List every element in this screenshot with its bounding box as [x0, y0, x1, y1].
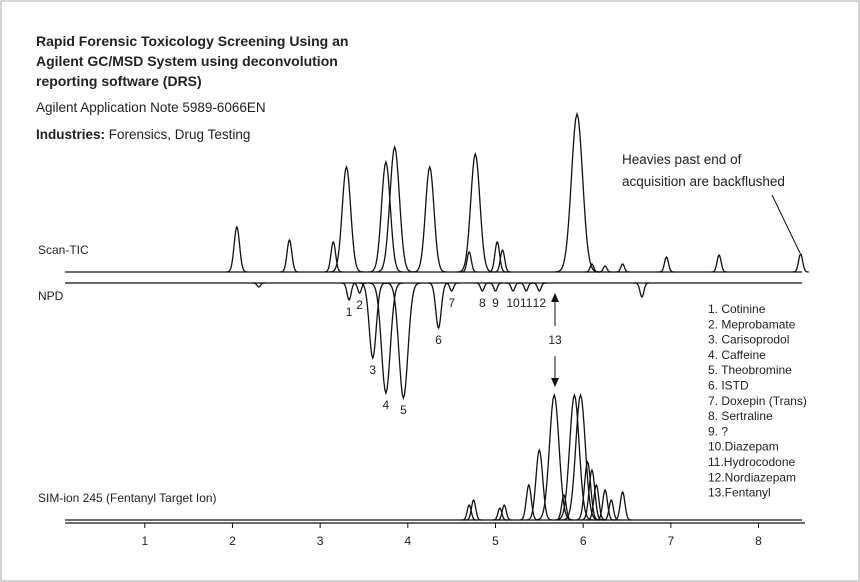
peak: [427, 282, 450, 330]
peak: [710, 254, 728, 273]
peak: [323, 240, 343, 273]
peak: [555, 392, 594, 521]
peak: [532, 282, 547, 292]
peak-label: 8: [479, 296, 486, 310]
x-tick-label: 6: [580, 534, 587, 548]
peak-label: 3: [369, 363, 376, 377]
peak: [634, 282, 650, 298]
peak-label: 10: [506, 296, 520, 310]
peak: [375, 144, 414, 273]
title-line: Agilent GC/MSD System using deconvolutio…: [36, 53, 338, 69]
series-label: Scan-TIC: [38, 243, 89, 257]
peak: [279, 238, 300, 273]
peak: [505, 282, 521, 292]
peak: [412, 164, 447, 273]
peak: [465, 498, 482, 521]
peak-label: 2: [356, 298, 363, 312]
peak-label: 11: [520, 296, 533, 310]
peak: [488, 282, 503, 292]
peak: [595, 488, 615, 521]
peak: [535, 392, 574, 521]
x-tick-label: 2: [229, 534, 236, 548]
peak: [487, 240, 507, 273]
peak: [586, 483, 607, 521]
title-line: Rapid Forensic Toxicology Screening Usin…: [36, 33, 348, 49]
legend-item: 5. Theobromine: [708, 363, 792, 377]
peak: [518, 282, 534, 292]
peak-label: 4: [383, 398, 390, 412]
arrow-head: [551, 293, 559, 302]
arrow-head: [551, 378, 559, 387]
peak: [493, 248, 512, 273]
legend-item: 8. Sertraline: [708, 409, 773, 423]
peak: [658, 256, 675, 273]
peak: [554, 111, 600, 273]
peak: [584, 263, 600, 273]
peak: [475, 282, 490, 292]
legend-item: 9. ?: [708, 424, 728, 438]
peak: [518, 483, 539, 521]
legend-item: 13.Fentanyl: [708, 486, 771, 500]
series-label: SIM-ion 245 (Fentanyl Target Ion): [38, 491, 217, 505]
peak: [329, 164, 364, 273]
peak-label: 12: [533, 296, 547, 310]
peak: [525, 448, 553, 521]
peak: [598, 265, 613, 273]
subtitle: Agilent Application Note 5989-6066EN: [36, 100, 266, 115]
peak-label: 1: [346, 305, 353, 319]
peak: [457, 151, 494, 273]
x-tick-label: 1: [141, 534, 148, 548]
legend-item: 7. Doxepin (Trans): [708, 394, 807, 408]
industries: Industries: Forensics, Drug Testing: [36, 127, 250, 142]
peak-label: 9: [492, 296, 499, 310]
peak: [368, 159, 404, 273]
peak-label: 7: [448, 296, 455, 310]
annotation-leader: [771, 194, 801, 254]
peak: [444, 282, 459, 292]
legend-item: 12.Nordiazepam: [708, 470, 796, 484]
x-tick-label: 4: [404, 534, 411, 548]
title-line: reporting software (DRS): [36, 73, 202, 89]
x-tick-label: 8: [755, 534, 762, 548]
legend-item: 2. Meprobamate: [708, 317, 796, 331]
industries-text: Forensics, Drug Testing: [109, 127, 251, 142]
peak: [496, 504, 513, 521]
legend-item: 1. Cotinine: [708, 302, 766, 316]
x-tick-label: 5: [492, 534, 499, 548]
peak: [561, 392, 600, 521]
series-label: NPD: [38, 289, 64, 303]
x-tick-label: 3: [317, 534, 324, 548]
callout: 13: [548, 333, 562, 347]
legend-item: 6. ISTD: [708, 379, 749, 393]
legend-item: 4. Caffeine: [708, 348, 766, 362]
peak: [352, 282, 368, 294]
peak-label: 5: [400, 403, 407, 417]
peak: [225, 225, 248, 273]
peak: [368, 282, 404, 396]
peak: [460, 250, 478, 273]
peak: [385, 282, 422, 401]
peak: [613, 490, 632, 521]
peak: [575, 460, 600, 521]
peak-label: 6: [435, 333, 442, 347]
industries-label: Industries:: [36, 127, 105, 142]
legend-item: 3. Carisoprodol: [708, 333, 789, 347]
peak: [492, 507, 508, 521]
peak: [251, 282, 266, 288]
peak: [358, 282, 387, 360]
peak: [792, 253, 809, 273]
peak: [615, 263, 630, 273]
legend-item: 10.Diazepam: [708, 440, 779, 454]
peak: [340, 282, 358, 301]
peak: [461, 504, 478, 521]
x-tick-label: 7: [668, 534, 675, 548]
annotation: Heavies past end of: [622, 152, 742, 167]
annotation: acquisition are backflushed: [622, 174, 785, 189]
legend-item: 11.Hydrocodone: [708, 455, 795, 469]
